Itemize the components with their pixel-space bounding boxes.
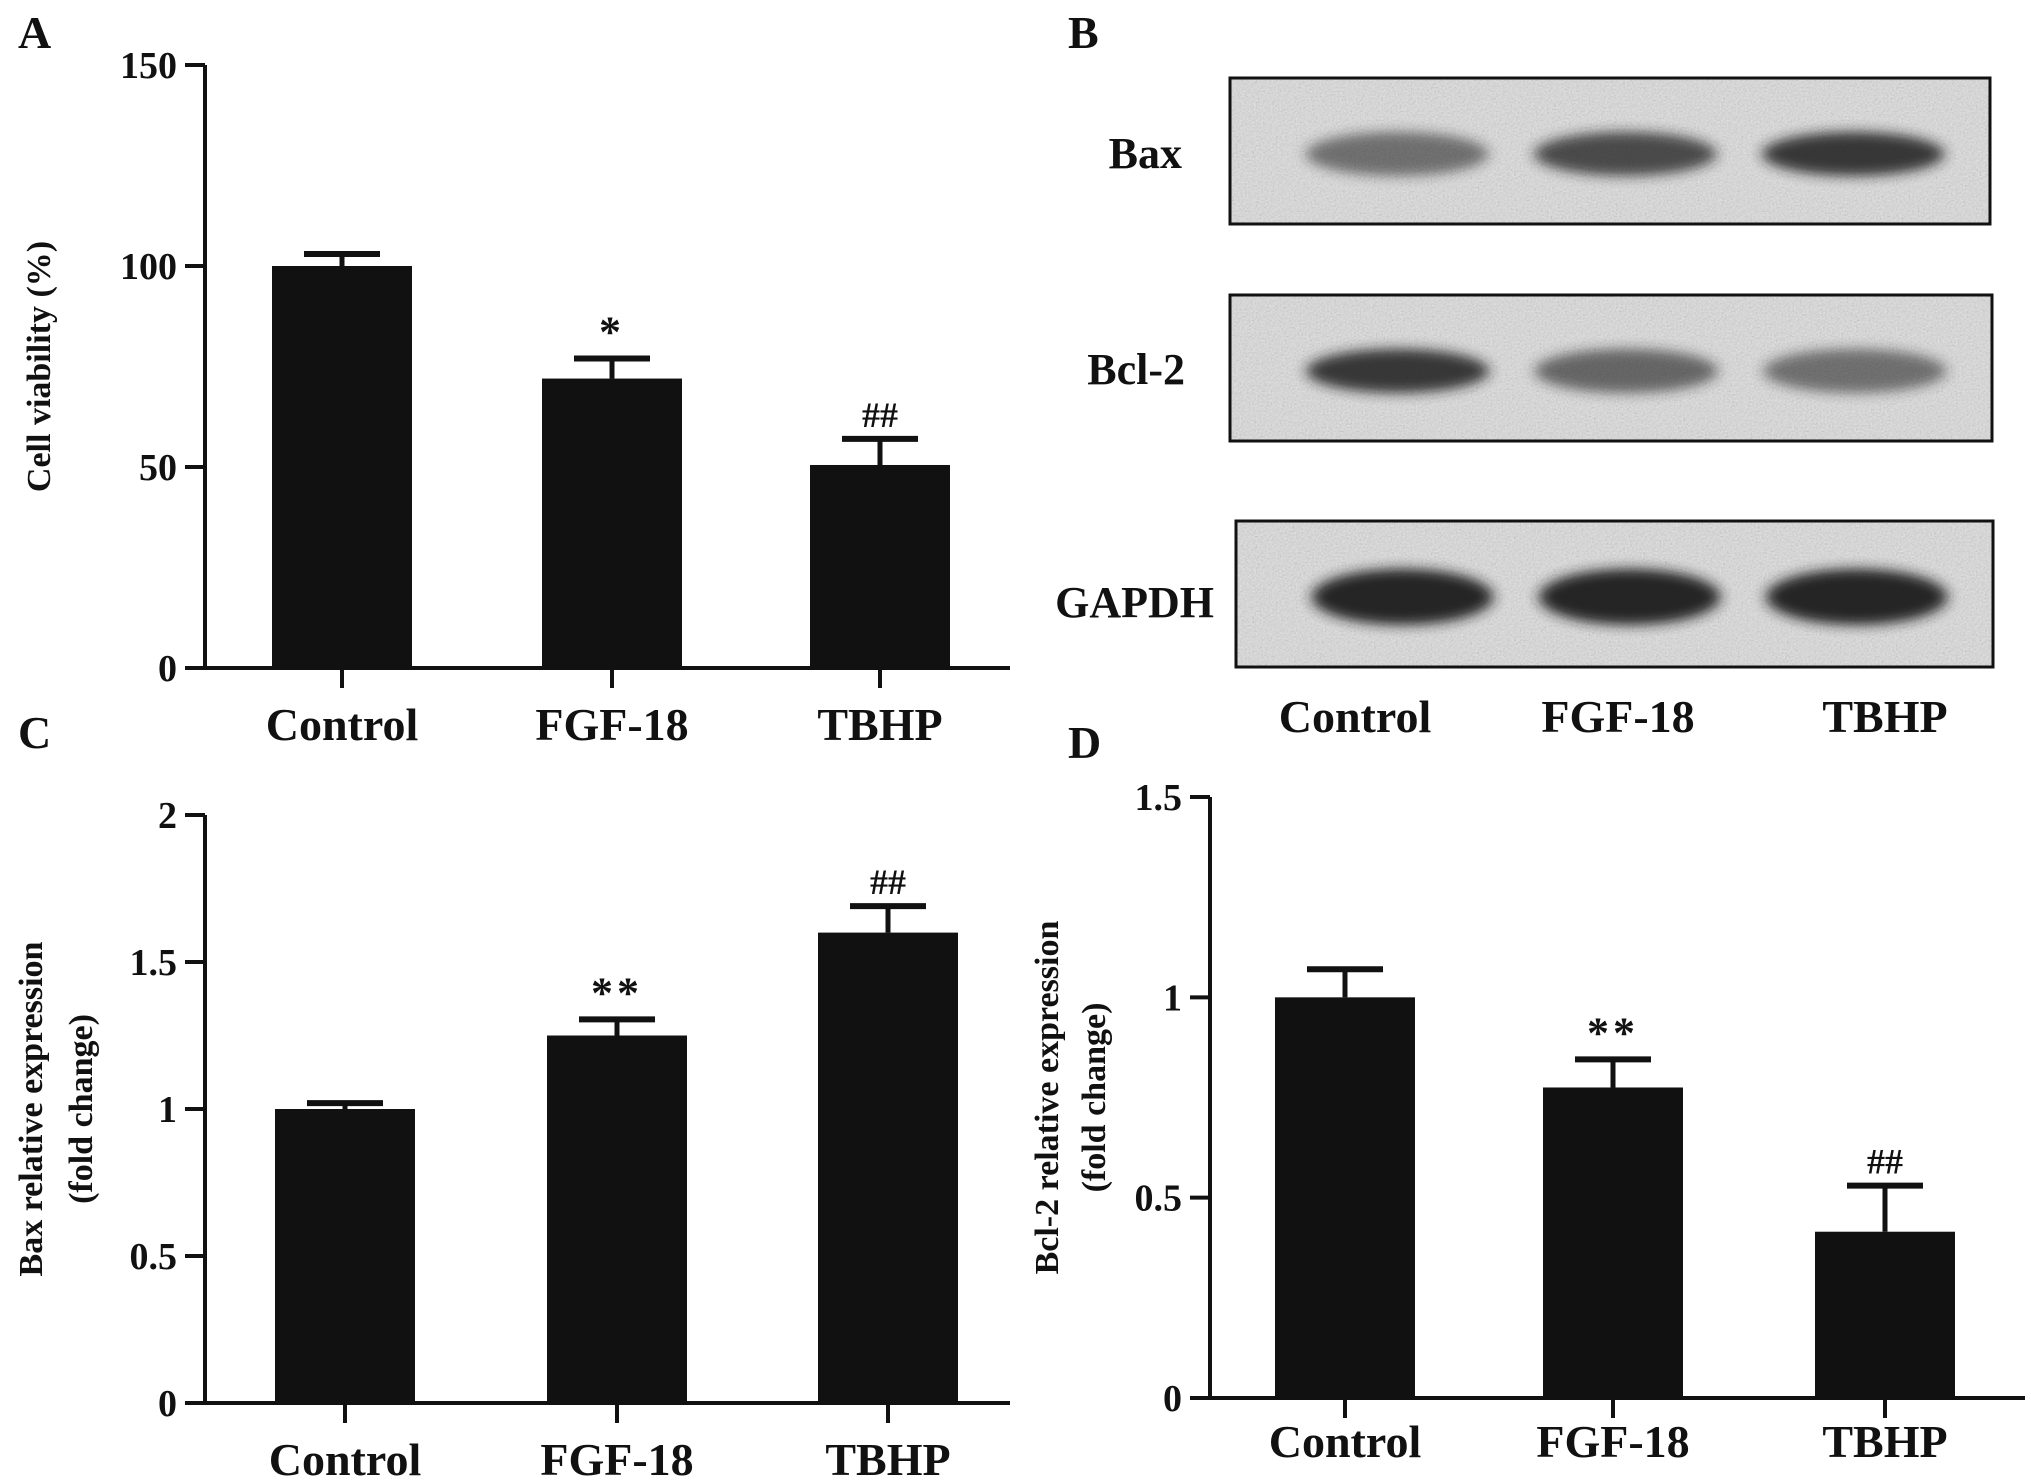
y-axis-label-secondary: (fold change) [63, 1014, 100, 1204]
bar-fgf-18 [1543, 1087, 1683, 1398]
blot-band [1534, 131, 1717, 176]
bar-tbhp [1815, 1231, 1955, 1398]
y-tick-label: 1.5 [130, 942, 178, 984]
bar-chart-bax-expression: 0 0.5 1 1.5 2 Bax relative expression (fold ch… [13, 795, 1010, 1482]
significance-annotation: ## [870, 862, 906, 902]
x-category-label: TBHP [825, 1434, 950, 1482]
y-tick-label: 0.5 [1135, 1178, 1183, 1220]
blot-band [1306, 348, 1490, 393]
panel-label-c: C [18, 707, 51, 758]
blot-band [1306, 131, 1489, 176]
blot-strip-bcl-2: Bcl-2 [1087, 293, 1994, 443]
x-category-label: TBHP [817, 699, 942, 750]
bar-control [1275, 997, 1415, 1398]
blot-band [1762, 131, 1945, 176]
y-tick-label: 50 [139, 447, 177, 489]
y-tick-label: 150 [120, 45, 177, 87]
significance-annotation: * [599, 307, 625, 356]
significance-annotation: ## [1867, 1142, 1903, 1182]
bar-chart-bcl2-expression: 0 0.5 1 1.5 Bcl-2 relative expression (fold c… [1029, 777, 2025, 1467]
y-tick-label: 0 [1163, 1378, 1182, 1420]
blot-band [1538, 568, 1721, 625]
blot-band [1763, 348, 1947, 393]
panel-label-b: B [1068, 7, 1099, 58]
y-axis-label: Cell viability (%) [21, 241, 58, 492]
y-tick-label: 0 [158, 1383, 177, 1425]
bar-tbhp [818, 932, 958, 1403]
blot-strip-bax: Bax [1109, 76, 1992, 226]
x-category-label: FGF-18 [540, 1434, 693, 1482]
bar-chart-cell-viability: 0 50 100 150 Cell viability (%) Control FGF-18… [21, 45, 1010, 750]
bar-control [272, 266, 412, 668]
significance-annotation: ** [591, 968, 643, 1017]
bar-control [275, 1109, 415, 1403]
blot-strip-gapdh: GAPDH [1055, 519, 1995, 669]
y-tick-label: 100 [120, 246, 177, 288]
x-category-label: FGF-18 [1536, 1416, 1689, 1467]
blot-band [1311, 568, 1494, 625]
x-category-label: TBHP [1822, 1416, 1947, 1467]
blot-row-label: GAPDH [1055, 578, 1214, 627]
blot-lane-label: Control [1279, 691, 1432, 742]
x-category-label: Control [1269, 1416, 1422, 1467]
significance-annotation: ** [1587, 1008, 1639, 1057]
blot-band [1534, 348, 1718, 393]
x-category-label: Control [266, 699, 419, 750]
y-axis-label: Bcl-2 relative expression [1029, 921, 1066, 1275]
blot-border [1234, 519, 1995, 669]
bar-fgf-18 [547, 1035, 687, 1403]
blot-lane-label: TBHP [1822, 691, 1947, 742]
y-axis-label: Bax relative expression [13, 941, 50, 1276]
x-category-label: FGF-18 [535, 699, 688, 750]
y-tick-label: 0 [158, 648, 177, 690]
blot-row-label: Bcl-2 [1087, 345, 1185, 394]
y-axis-label-secondary: (fold change) [1076, 1003, 1113, 1193]
western-blot: Bax Bcl-2 GAPDH Control FGF-18 TBHP [1055, 76, 1995, 742]
panel-label-a: A [18, 7, 51, 58]
blot-lane-label: FGF-18 [1541, 691, 1694, 742]
y-tick-label: 0.5 [130, 1236, 178, 1278]
x-category-label: Control [269, 1434, 422, 1482]
blot-border [1228, 293, 1994, 443]
blot-row-label: Bax [1109, 129, 1182, 178]
panel-label-d: D [1068, 717, 1101, 768]
blot-border [1228, 76, 1992, 226]
blot-band [1765, 568, 1948, 625]
y-tick-label: 2 [158, 795, 177, 837]
y-tick-label: 1 [158, 1089, 177, 1131]
bar-tbhp [810, 464, 950, 668]
y-tick-label: 1.5 [1135, 777, 1183, 819]
significance-annotation: ## [862, 395, 898, 435]
bar-fgf-18 [542, 378, 682, 668]
y-tick-label: 1 [1163, 977, 1182, 1019]
